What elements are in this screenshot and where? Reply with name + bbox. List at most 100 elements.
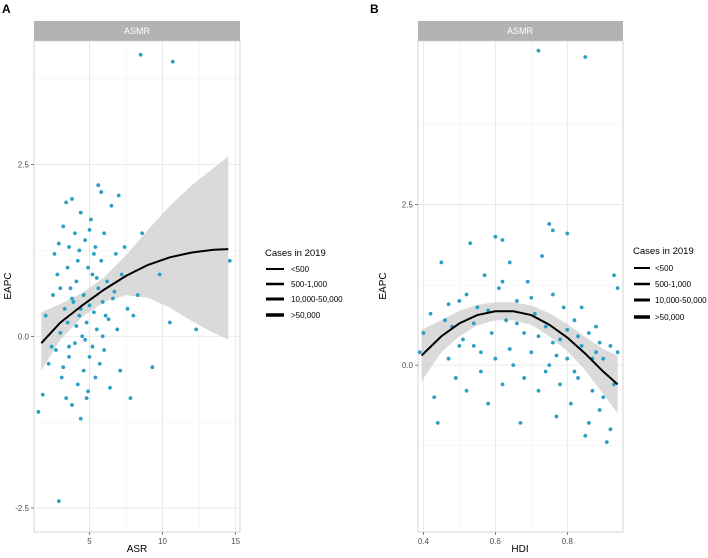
panel-a-ticks: 5 10 15 -2.5 0.0 2.5 — [15, 161, 240, 546]
panel-a-point-61 — [109, 203, 114, 208]
panel-a-point-6 — [40, 392, 45, 397]
panel-a-point-75 — [157, 272, 162, 277]
panel-a-point-81 — [92, 251, 96, 256]
panel-b-letter: B — [370, 2, 379, 16]
panel-a-point-60 — [108, 385, 112, 390]
panel-b-point-54 — [590, 388, 595, 393]
panel-b: B ASMR 0.4 0.6 0.8 0.0 2.5 HDI EAPC Cases in… — [370, 2, 707, 555]
panel-b-point-13 — [461, 337, 465, 342]
panel-b-point-83 — [464, 292, 469, 297]
panel-a-point-48 — [93, 245, 98, 249]
panel-a-y-tick-label-2: 2.5 — [18, 161, 30, 170]
panel-b-point-62 — [615, 286, 620, 291]
panel-b-point-26 — [500, 382, 505, 387]
panel-b-x-label: HDI — [511, 544, 528, 555]
panel-a-x-tick-label-1: 10 — [158, 537, 167, 546]
panel-a-legend-entry-4: >50,000 — [291, 311, 321, 320]
panel-b-point-86 — [554, 353, 559, 358]
panel-a-point-23 — [70, 403, 74, 407]
panel-a-point-25 — [71, 300, 76, 304]
panel-b-point-46 — [565, 231, 570, 236]
panel-b-point-61 — [612, 382, 616, 387]
panel-b-legend-entry-4: >50,000 — [655, 313, 685, 322]
panel-b-point-7 — [439, 260, 444, 265]
panel-b-point-69 — [572, 369, 577, 374]
panel-a-point-22 — [68, 286, 73, 291]
panel-a-point-33 — [78, 210, 83, 215]
panel-b-point-53 — [586, 331, 591, 335]
panel-a-point-24 — [70, 197, 74, 201]
panel-a-point-10 — [52, 251, 57, 256]
panel-b-strip-title: ASMR — [507, 26, 534, 36]
panel-a-x-tick-label-2: 15 — [231, 537, 240, 546]
panel-b-point-27 — [504, 318, 509, 323]
panel-a-point-31 — [77, 313, 82, 318]
panel-a-point-64 — [115, 327, 120, 332]
panel-b-point-79 — [500, 279, 505, 284]
panel-a-confidence-band — [41, 156, 229, 371]
panel-b-point-4 — [428, 311, 433, 316]
panel-a-point-55 — [100, 300, 105, 304]
panel-a-x-tick-label-0: 5 — [87, 537, 92, 546]
panel-a-point-14 — [59, 375, 64, 380]
panel-a-point-28 — [74, 279, 79, 284]
panel-b-y-label: EAPC — [378, 272, 389, 299]
panel-a-point-9 — [51, 293, 55, 297]
panel-a-y-tick-label-1: 0.0 — [18, 332, 30, 341]
panel-b-point-42 — [550, 292, 555, 297]
panel-b-point-36 — [536, 388, 541, 393]
panel-b-point-30 — [515, 299, 519, 303]
panel-a-point-91 — [77, 248, 82, 253]
panel-b-point-75 — [529, 295, 534, 300]
panel-a-point-85 — [49, 344, 54, 349]
panel-a-letter: A — [2, 2, 11, 16]
panel-b-point-55 — [594, 350, 598, 355]
panel-a-y-label: EAPC — [3, 272, 14, 299]
panel-a-point-71 — [131, 313, 136, 318]
panel-a-fit-line — [40, 248, 229, 344]
panel-b-point-21 — [489, 331, 494, 335]
panel-a-point-94 — [112, 289, 117, 294]
panel-b-y-tick-label-1: 2.5 — [402, 201, 414, 210]
panel-b-point-78 — [507, 347, 512, 351]
panel-a-point-83 — [70, 296, 74, 301]
panel-b-point-8 — [443, 318, 447, 323]
panel-a-point-36 — [81, 368, 86, 373]
panel-a-point-70 — [128, 396, 133, 400]
panel-a-point-38 — [84, 320, 89, 325]
panel-a-legend-title: Cases in 2019 — [265, 248, 326, 259]
panel-a-point-89 — [103, 313, 108, 318]
panel-a-legend-entry-1: <500 — [291, 265, 310, 274]
panel-b-point-45 — [561, 305, 566, 310]
panel-a-point-8 — [46, 361, 51, 366]
panel-b-point-77 — [515, 321, 519, 326]
panel-b-point-84 — [457, 343, 462, 348]
panel-a-point-19 — [65, 320, 70, 325]
panel-b-point-49 — [572, 318, 577, 323]
panel-b-point-51 — [579, 343, 584, 348]
panel-a-point-82 — [100, 334, 105, 339]
panel-b-point-18 — [479, 350, 483, 355]
panel-b-point-3 — [421, 331, 426, 335]
panel-b-point-34 — [529, 350, 534, 355]
panel-b-point-6 — [435, 420, 440, 425]
panel-b-point-87 — [576, 334, 580, 339]
panel-a-point-15 — [61, 224, 66, 229]
panel-b-point-15 — [468, 241, 473, 246]
panel-b-point-57 — [601, 356, 606, 361]
panel-a-point-34 — [80, 334, 85, 339]
panel-b-point-68 — [579, 305, 584, 310]
panel-a-point-86 — [61, 365, 66, 370]
panel-a-point-93 — [56, 241, 61, 246]
panel-b-point-76 — [522, 376, 526, 380]
panel-b-point-14 — [464, 388, 469, 393]
panel-b-point-65 — [601, 395, 606, 400]
panel-b-point-23 — [493, 356, 498, 361]
panel-a-legend: Cases in 2019 <500 500-1,000 10,000-50,0… — [265, 248, 343, 320]
panel-b-point-35 — [532, 311, 537, 316]
panel-a-point-18 — [64, 200, 69, 205]
panel-b-point-58 — [604, 440, 609, 445]
panel-a-point-39 — [84, 396, 89, 400]
panel-a-point-54 — [99, 258, 104, 263]
panel-b-plot-area — [417, 40, 624, 533]
